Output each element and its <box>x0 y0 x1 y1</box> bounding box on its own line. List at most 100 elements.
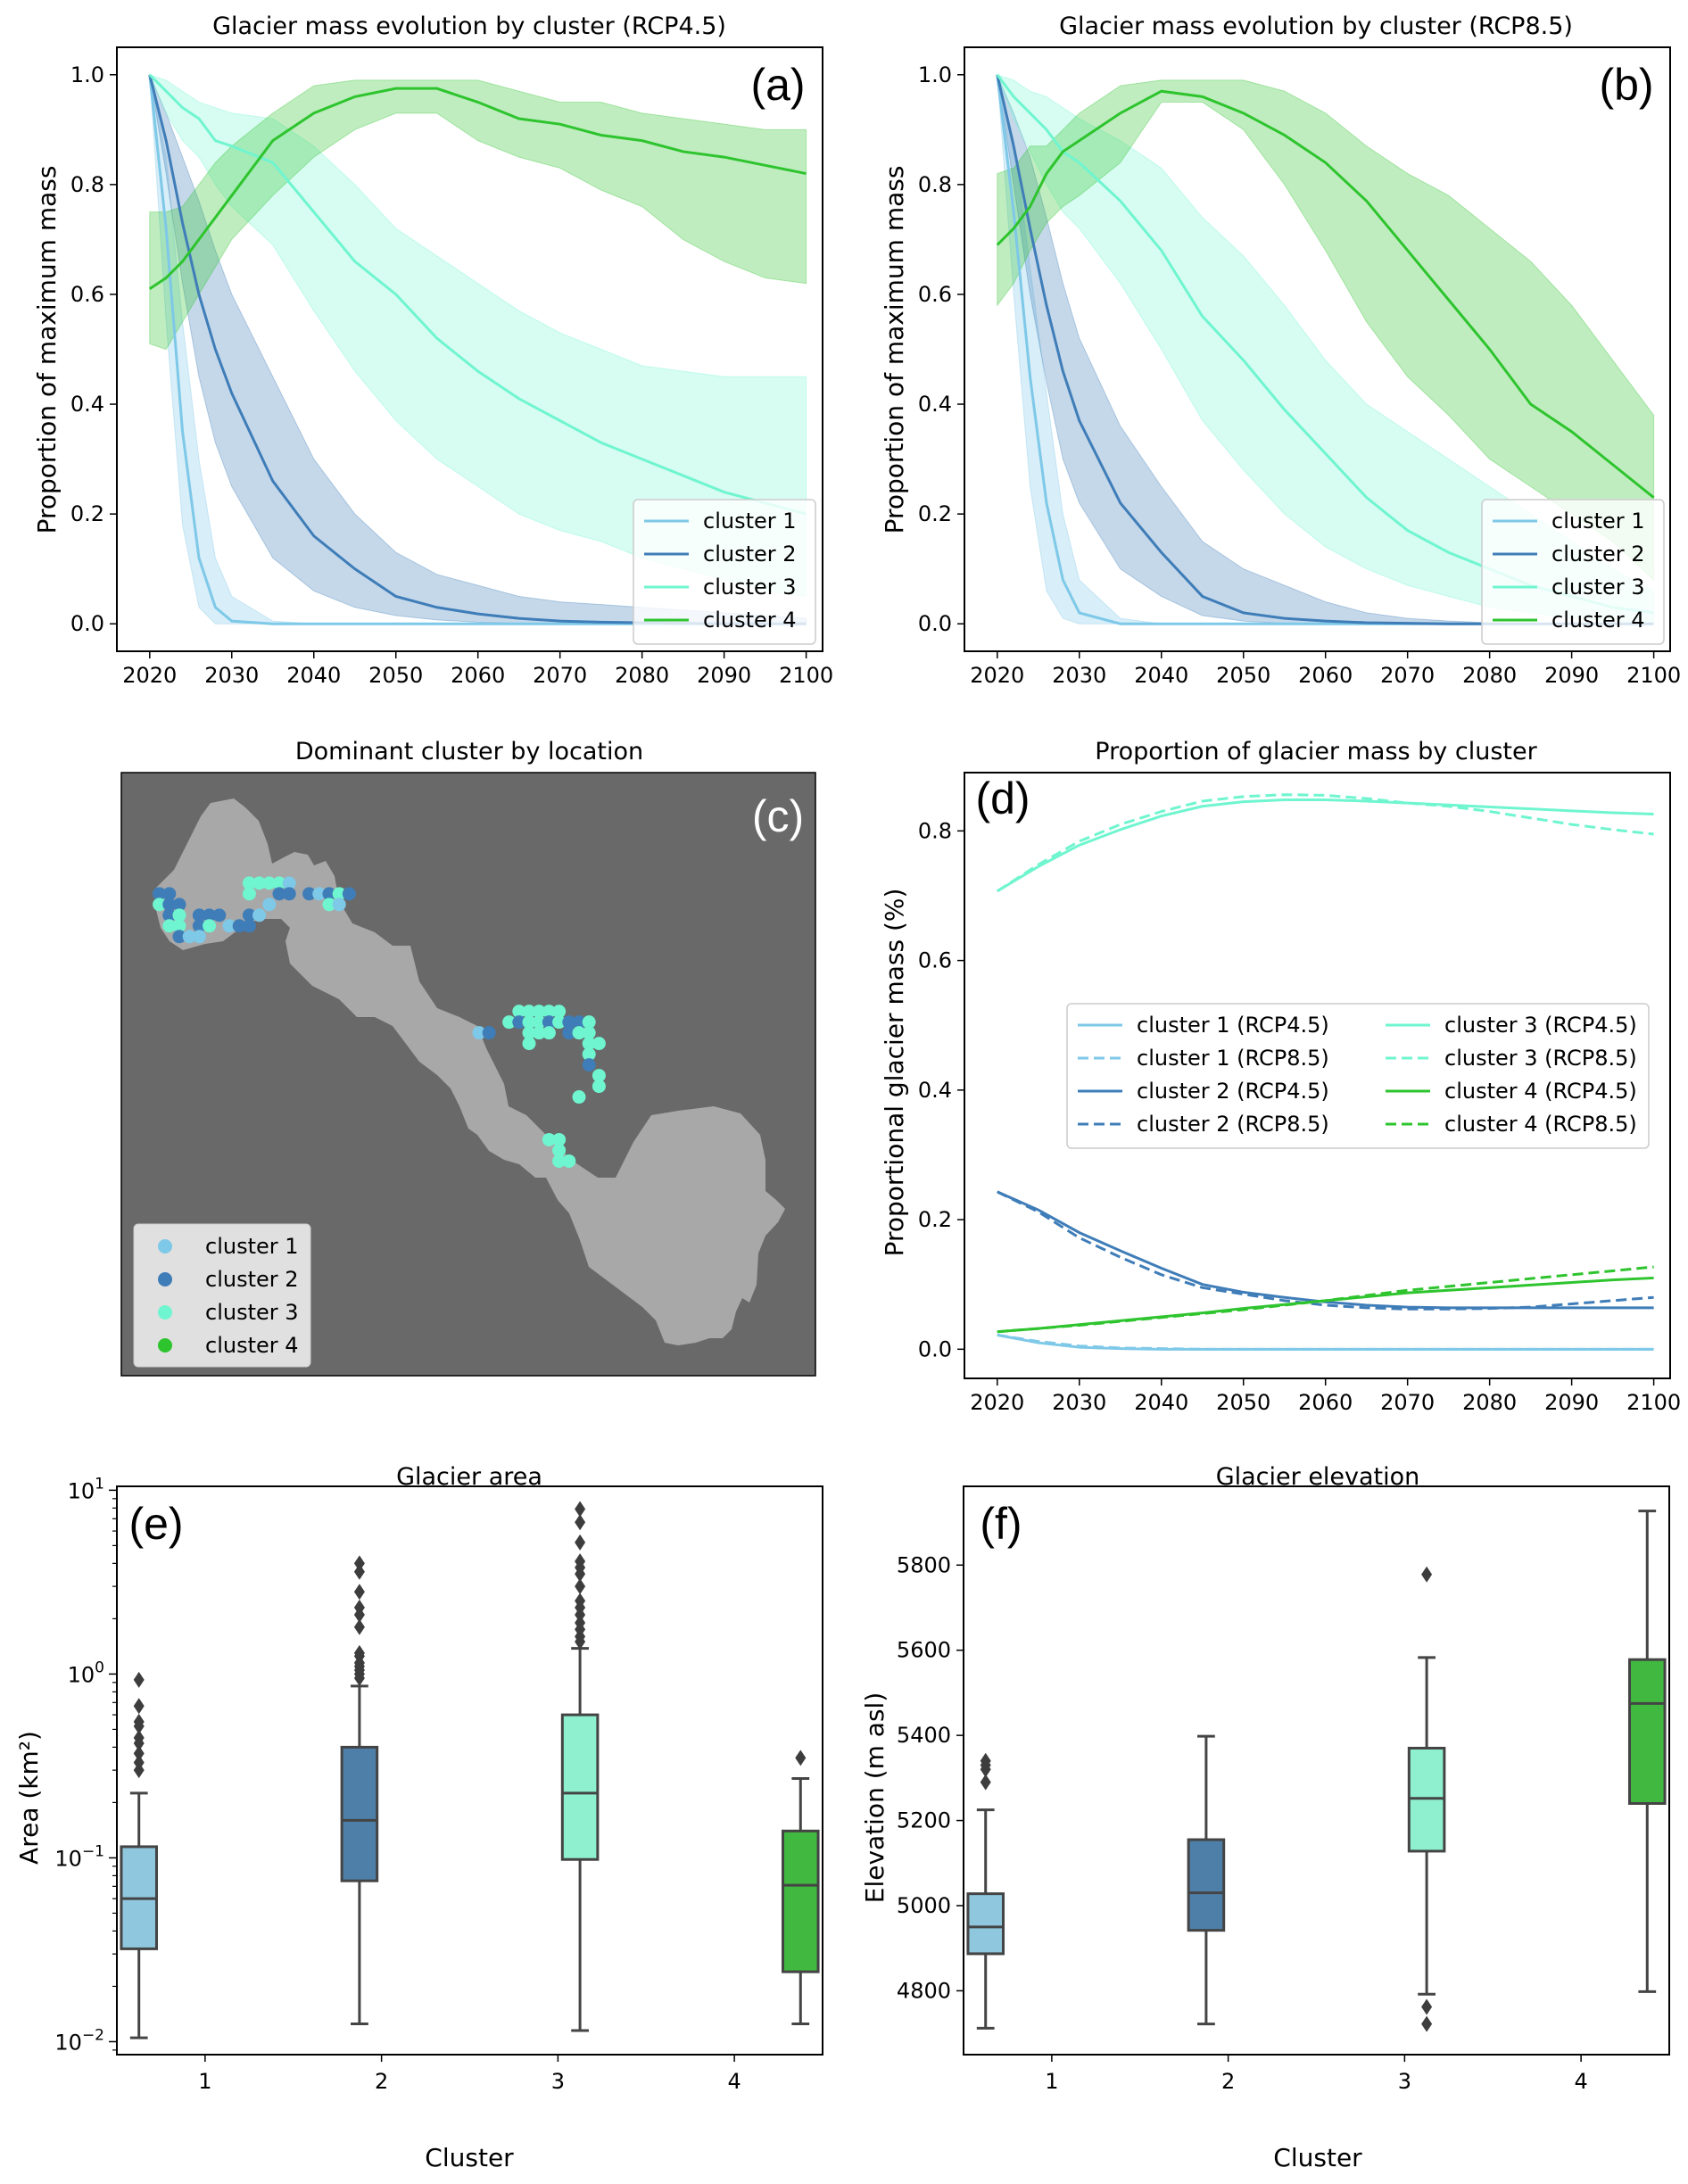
plot-area <box>996 793 1654 1351</box>
outlier-marker <box>795 1750 807 1766</box>
y-tick-label: 10−2 <box>54 2026 104 2055</box>
x-tick-label: 3 <box>1398 2069 1411 2094</box>
legend-label: cluster 4 <box>703 608 797 633</box>
y-tick-label: 0.0 <box>918 1336 952 1361</box>
location-dot-cluster-3 <box>332 887 346 901</box>
location-dot-cluster-2 <box>153 887 167 901</box>
x-tick-label: 3 <box>551 2069 565 2094</box>
location-dot-cluster-3 <box>542 1005 556 1019</box>
outlier-marker <box>980 1774 991 1791</box>
location-dot-cluster-2 <box>203 908 217 922</box>
location-dot-cluster-1 <box>312 887 327 901</box>
line-cluster-3--RCP4.5- <box>997 798 1654 893</box>
y-tick-label: 5600 <box>897 1638 951 1663</box>
location-dot-cluster-1 <box>332 898 346 912</box>
axes-frame <box>963 1485 1670 2056</box>
x-tick-label: 2050 <box>1216 663 1270 688</box>
location-dot-cluster-3 <box>242 887 256 901</box>
line-cluster-4 <box>996 89 1655 499</box>
location-dot-cluster-3 <box>322 898 336 912</box>
legend-label: cluster 3 (RCP4.5) <box>1444 1013 1637 1038</box>
x-tick-label: 2040 <box>286 663 341 688</box>
location-dot-cluster-2 <box>212 908 227 922</box>
outlier-marker <box>353 1555 365 1572</box>
panel-b-title: Glacier mass evolution by cluster (RCP8.… <box>1059 12 1573 40</box>
location-dot-cluster-2 <box>272 887 286 901</box>
location-dot-cluster-2 <box>242 908 256 922</box>
panel-d-proportion-by-cluster: Proportion of glacier mass by cluster Pr… <box>880 738 1681 1415</box>
y-tick-label: 0.6 <box>918 948 952 973</box>
outlier-marker <box>353 1618 365 1635</box>
outlier-marker <box>575 1534 586 1551</box>
x-tick-label: 2040 <box>1134 1390 1188 1415</box>
box-cluster-2 <box>340 1745 379 1882</box>
outlier-marker <box>575 1553 586 1570</box>
x-tick-label: 2100 <box>1626 1390 1681 1415</box>
x-tick-label: 1 <box>198 2069 211 2094</box>
legend-label: cluster 1 <box>703 509 797 534</box>
location-dot-cluster-3 <box>252 876 267 890</box>
location-dot-cluster-2 <box>542 1015 556 1030</box>
location-dot-cluster-3 <box>522 1005 536 1019</box>
outlier-marker <box>353 1563 365 1580</box>
panel-f-glacier-elevation: Glacier elevation Elevation (m asl) Clus… <box>860 1463 1670 2172</box>
location-dot-cluster-3 <box>592 1069 606 1083</box>
x-tick-label: 2100 <box>779 663 833 688</box>
panel-f-ylabel: Elevation (m asl) <box>860 1692 890 1904</box>
outlier-marker <box>1421 1998 1433 2015</box>
legend-label: cluster 2 (RCP4.5) <box>1137 1079 1329 1104</box>
outlier-marker <box>353 1644 365 1661</box>
legend-label: cluster 1 (RCP4.5) <box>1137 1013 1329 1038</box>
box-cluster-1 <box>966 1892 1005 1956</box>
location-dot-cluster-3 <box>522 1026 536 1040</box>
x-tick-label: 2040 <box>1134 663 1188 688</box>
location-dot-cluster-2 <box>282 887 296 901</box>
location-dot-cluster-3 <box>262 876 277 890</box>
location-dot-cluster-3 <box>522 1015 536 1030</box>
outlier-marker <box>980 1752 991 1769</box>
panel-b-ylabel: Proportion of maximum mass <box>880 166 909 534</box>
panel-c-letter: (c) <box>752 791 804 841</box>
x-tick-label: 2060 <box>1298 1390 1353 1415</box>
outlier-marker <box>1421 2015 1433 2032</box>
location-dot-cluster-2 <box>242 919 256 933</box>
location-dot-cluster-2 <box>512 1015 526 1030</box>
panel-a-ylabel: Proportion of maximum mass <box>32 166 62 534</box>
panel-d-letter: (d) <box>975 774 1030 823</box>
y-tick-label: 5200 <box>897 1808 951 1833</box>
y-tick-label: 0.8 <box>918 172 952 197</box>
x-tick-label: 2060 <box>451 663 505 688</box>
outlier-marker <box>353 1599 365 1616</box>
x-tick-label: 2080 <box>1462 1390 1517 1415</box>
axes-frame <box>964 46 1671 652</box>
outlier-marker <box>575 1501 586 1518</box>
x-tick-label: 2080 <box>615 663 669 688</box>
x-tick-label: 4 <box>1574 2069 1587 2094</box>
x-tick-label: 2020 <box>970 663 1024 688</box>
location-dot-cluster-2 <box>322 887 336 901</box>
outlier-marker <box>133 1713 145 1730</box>
location-dot-cluster-3 <box>242 876 256 890</box>
x-tick-label: 2 <box>1221 2069 1235 2094</box>
y-tick-label: 5000 <box>897 1893 951 1918</box>
legend-box <box>633 499 816 645</box>
panel-c-title: Dominant cluster by location <box>295 738 643 765</box>
x-tick-label: 2050 <box>1216 1390 1270 1415</box>
y-tick-label: 0.2 <box>918 501 952 526</box>
box-cluster-4 <box>782 1829 820 1973</box>
legend-label: cluster 3 (RCP8.5) <box>1444 1046 1637 1071</box>
outlier-marker <box>133 1745 145 1762</box>
legend-label: cluster 1 <box>205 1234 299 1259</box>
legend-label: cluster 1 (RCP8.5) <box>1137 1046 1329 1071</box>
legend-label: cluster 2 <box>703 542 797 567</box>
axes-frame <box>964 772 1671 1379</box>
panel-f-xlabel: Cluster <box>1273 2143 1362 2172</box>
location-dot-cluster-3 <box>542 1132 556 1146</box>
outlier-marker <box>575 1514 586 1531</box>
location-dot-cluster-3 <box>592 1037 606 1051</box>
legend-label: cluster 3 <box>1551 575 1645 600</box>
location-dot-cluster-2 <box>232 919 246 933</box>
panel-b-letter: (b) <box>1599 60 1653 110</box>
y-tick-label: 0.4 <box>918 392 952 417</box>
